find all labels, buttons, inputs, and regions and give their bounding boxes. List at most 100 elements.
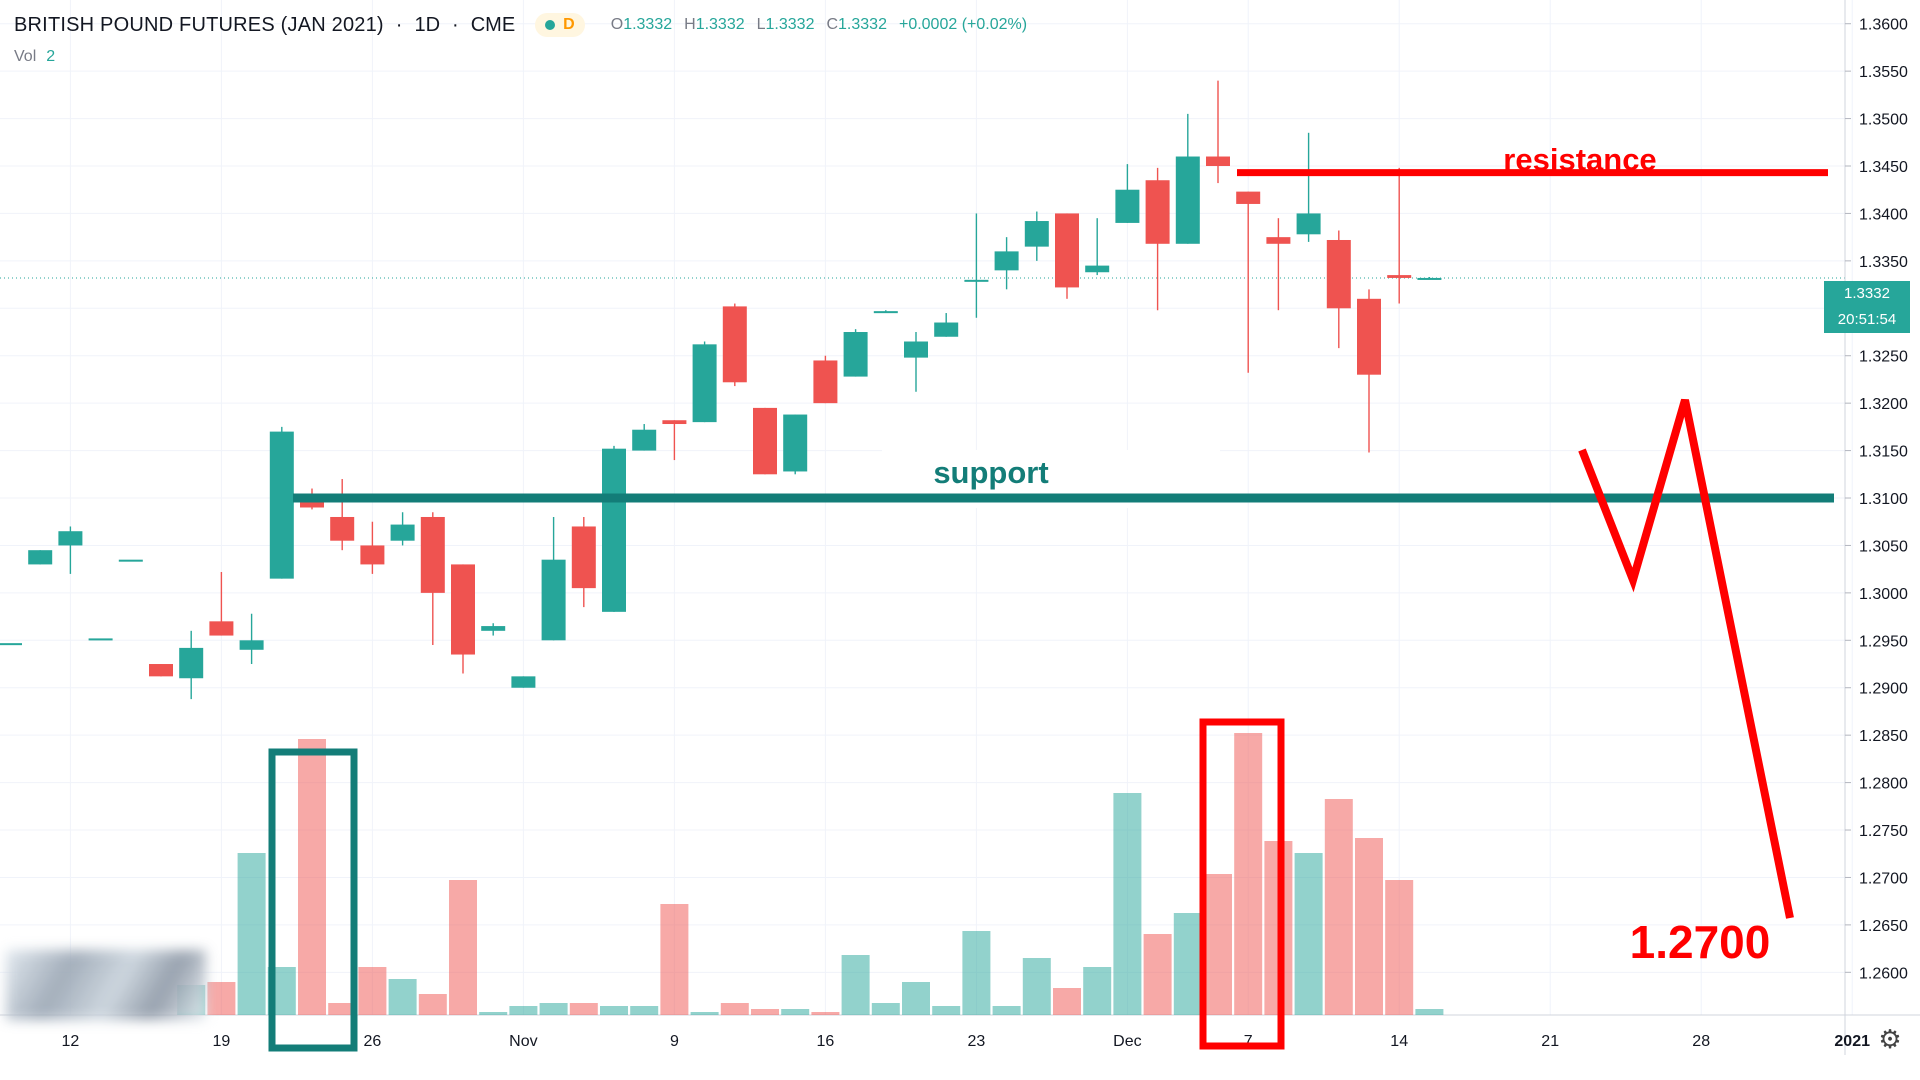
candle-body [934, 322, 959, 337]
candle-body [330, 516, 355, 541]
volume-bar [690, 1012, 719, 1015]
candle-body [1115, 189, 1140, 223]
volume-label: Vol [14, 48, 37, 65]
candle-body [511, 676, 536, 688]
candle-body [420, 516, 445, 593]
candle [813, 355, 838, 404]
price-tick-label: 1.2600 [1859, 965, 1908, 982]
candle [58, 526, 83, 574]
candle [360, 521, 385, 574]
volume-bar [1385, 880, 1414, 1015]
price-tick-label: 1.3000 [1859, 586, 1908, 603]
candle [873, 310, 898, 314]
candle [451, 564, 475, 674]
volume-bar [539, 1003, 568, 1015]
candle-body [632, 429, 657, 451]
candle [239, 613, 264, 665]
candle [88, 638, 113, 641]
candle-body [1357, 298, 1381, 375]
candle-body [1085, 265, 1110, 273]
price-tick-label: 1.3450 [1859, 159, 1908, 176]
volume-bar [388, 979, 417, 1015]
candle [269, 426, 294, 579]
candle-body [722, 306, 747, 383]
candle-body [571, 526, 596, 589]
price-tick-label: 1.3500 [1859, 112, 1908, 129]
volume-highlight-box-red [1199, 718, 1285, 1050]
gear-icon[interactable]: ⚙ [1878, 1024, 1902, 1054]
volume-bar [479, 1012, 508, 1015]
close-label: C [826, 16, 839, 33]
volume-bar [660, 904, 689, 1015]
candle [330, 479, 355, 551]
close-value: 1.3332 [838, 16, 887, 33]
volume-bar [298, 739, 326, 1015]
candle-body [753, 407, 777, 475]
projection-zigzag [1578, 398, 1794, 919]
candle [1357, 289, 1381, 453]
price-axis[interactable]: 1.36001.35501.35001.34501.34001.33501.33… [1844, 0, 1908, 1055]
time-tick-label: 12 [62, 1033, 80, 1050]
candle-body [692, 344, 717, 423]
symbol-title[interactable]: BRITISH POUND FUTURES (JAN 2021) [14, 13, 384, 36]
time-tick-label: 21 [1541, 1033, 1559, 1050]
candle-body [964, 279, 989, 282]
volume-bar [871, 1003, 900, 1015]
market-status-pill[interactable]: D [535, 13, 585, 37]
candle [28, 550, 53, 565]
last-price-tag: 1.3332 [1824, 281, 1910, 307]
interval-label[interactable]: 1D [414, 13, 441, 36]
candle-body [118, 559, 143, 562]
candle [209, 572, 234, 636]
candle-body [843, 332, 868, 377]
price-tick-label: 1.3250 [1859, 349, 1908, 366]
price-tick-label: 1.2900 [1859, 681, 1908, 698]
candle-body [209, 621, 234, 636]
volume-bar [1113, 793, 1142, 1015]
candle-body [269, 431, 294, 579]
volume-bar [630, 1006, 659, 1015]
candle [1236, 191, 1261, 373]
candle-body [58, 531, 83, 546]
price-tick-label: 1.3150 [1859, 444, 1908, 461]
volume-legend: Vol 2 [14, 48, 55, 66]
volume-bar [1173, 913, 1202, 1015]
candle-body [662, 420, 687, 425]
volume-bar [509, 1006, 538, 1015]
candle [783, 414, 808, 475]
volume-bar [569, 1003, 598, 1015]
volume-bar [1053, 988, 1081, 1015]
candle [904, 332, 928, 392]
price-tick-label: 1.3100 [1859, 491, 1908, 508]
volume-bar [358, 967, 387, 1015]
candle [1326, 230, 1351, 349]
separator: · [452, 13, 459, 36]
volume-bar [418, 994, 447, 1015]
candle-body [873, 311, 898, 314]
candle [1206, 80, 1230, 184]
volume-bar [600, 1006, 628, 1015]
volume-bar [781, 1009, 810, 1015]
volume-bar [1234, 733, 1263, 1015]
candle-body [1326, 239, 1351, 309]
candle-body [1236, 191, 1261, 204]
volume-bar [1022, 958, 1051, 1015]
candle-body [1296, 213, 1321, 235]
chart-header: BRITISH POUND FUTURES (JAN 2021) · 1D · … [14, 8, 1027, 42]
candle-body [1024, 221, 1049, 247]
candle-body [1175, 156, 1200, 244]
candle [1266, 218, 1291, 311]
low-label: L [756, 16, 766, 33]
time-tick-label: 26 [364, 1033, 382, 1050]
resistance-label: resistance [1503, 142, 1656, 177]
candle-body [1387, 275, 1412, 278]
candle [390, 512, 415, 546]
price-tick-label: 1.2700 [1859, 870, 1908, 887]
volume-bar [1294, 853, 1323, 1015]
volume-bar [1355, 838, 1383, 1015]
blurred-watermark [6, 950, 206, 1020]
candle-body [1145, 180, 1170, 244]
time-tick-label: Nov [509, 1033, 537, 1050]
candle-body [1055, 213, 1079, 288]
